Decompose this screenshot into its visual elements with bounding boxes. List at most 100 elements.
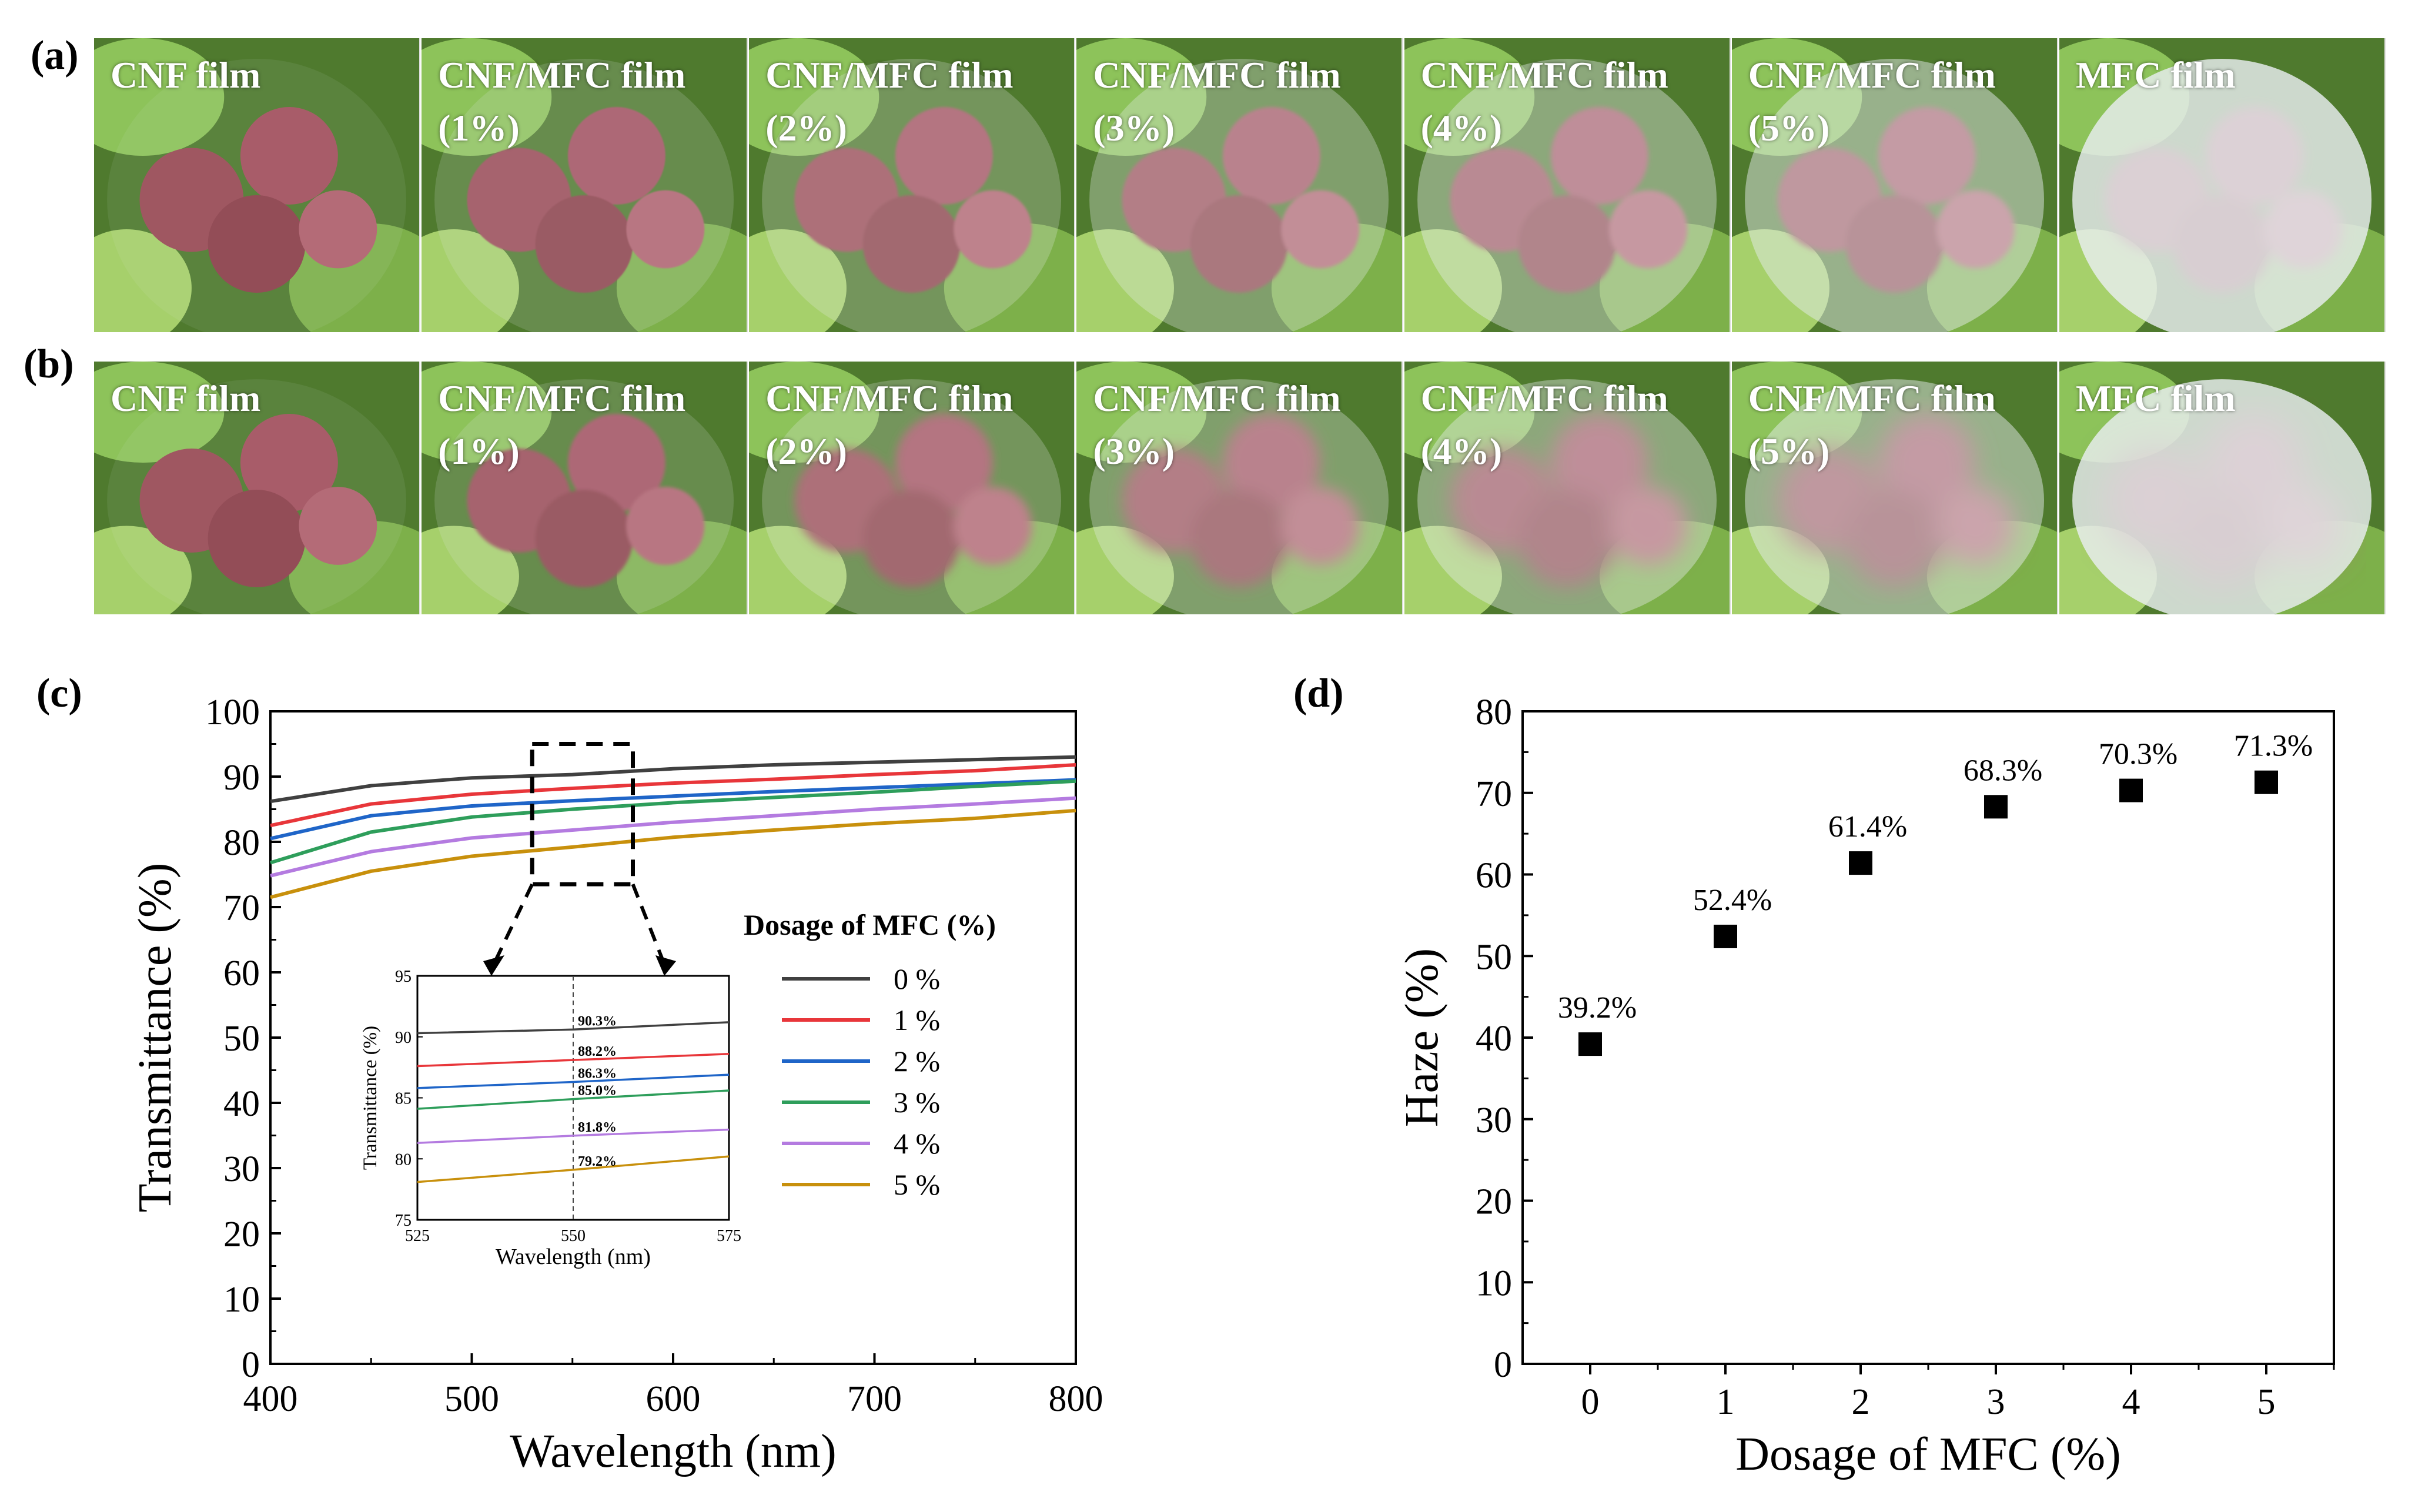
zoom-arrow-head-left xyxy=(483,955,504,976)
inset-y-axis-label: Transmittance (%) xyxy=(360,1026,381,1170)
photo-caption: CNF/MFC film (2%) xyxy=(765,49,1013,155)
photo-caption-subtitle: (4%) xyxy=(1420,107,1503,149)
photo-caption: CNF/MFC film (5%) xyxy=(1748,49,1996,155)
y-tick-label: 20 xyxy=(223,1215,260,1255)
photo-caption-title: CNF/MFC film xyxy=(1420,54,1668,96)
y-tick-label: 10 xyxy=(1476,1263,1512,1303)
inset-series-line-4 xyxy=(417,1128,730,1145)
film-photo-image xyxy=(2059,362,2384,614)
film-photo-image xyxy=(94,362,420,614)
photo-caption: CNF/MFC film (4%) xyxy=(1421,49,1668,155)
y-tick-label: 30 xyxy=(1476,1100,1512,1140)
y-axis-label: Transmittance (%) xyxy=(129,863,181,1213)
photo-caption: CNF/MFC film (1%) xyxy=(438,372,685,478)
photo-caption-subtitle: (5%) xyxy=(1748,107,1830,149)
photo-caption-title: CNF film xyxy=(111,377,261,419)
inset-y-tick-label: 80 xyxy=(395,1150,412,1169)
y-tick-label: 90 xyxy=(223,758,260,798)
photo-caption-title: MFC film xyxy=(2075,54,2236,96)
y-tick-label: 80 xyxy=(1476,693,1512,732)
data-label-4: 70.3% xyxy=(2099,738,2177,771)
inset-x-tick-label: 575 xyxy=(717,1227,741,1245)
zoom-arrow-head-right xyxy=(655,955,676,976)
data-point-2 xyxy=(1849,851,1872,875)
photo-caption: CNF/MFC film (1%) xyxy=(438,49,685,155)
photo-caption-title: CNF/MFC film xyxy=(438,54,686,96)
photo-caption-subtitle: (2%) xyxy=(765,107,847,149)
photo-caption-title: CNF/MFC film xyxy=(1093,377,1341,419)
data-label-5: 71.3% xyxy=(2234,730,2313,763)
data-point-0 xyxy=(1578,1032,1602,1056)
zoom-pointer-left xyxy=(492,883,534,965)
photo-caption: CNF/MFC film (5%) xyxy=(1748,372,1996,478)
photo-caption-subtitle: (4%) xyxy=(1420,430,1503,472)
legend-label-3: 3 % xyxy=(894,1086,940,1119)
legend-label-0: 0 % xyxy=(894,962,940,995)
photo-caption-title: CNF/MFC film xyxy=(438,377,686,419)
y-tick-label: 100 xyxy=(205,693,260,732)
photo-caption-subtitle: (2%) xyxy=(765,430,847,472)
film-photo-image xyxy=(94,38,420,332)
data-label-3: 68.3% xyxy=(1964,754,2042,787)
panel-label-d: (d) xyxy=(1293,671,1344,716)
film-photo-image xyxy=(422,362,747,614)
photos_row_a-photo-2: CNF/MFC film (2%) xyxy=(749,38,1076,332)
photos_row_b-photo-4: CNF/MFC film (4%) xyxy=(1404,362,1731,614)
y-tick-label: 50 xyxy=(1476,937,1512,977)
inset-y-tick-label: 85 xyxy=(395,1090,412,1108)
inset-x-axis-label: Wavelength (nm) xyxy=(496,1245,651,1269)
photos_row_a-photo-3: CNF/MFC film (3%) xyxy=(1076,38,1403,332)
y-tick-label: 40 xyxy=(223,1084,260,1124)
film-photo-image xyxy=(749,38,1075,332)
series-line-1 xyxy=(270,763,1076,828)
y-tick-label: 20 xyxy=(1476,1182,1512,1222)
film-photo-image xyxy=(422,38,747,332)
inset-series-line-2 xyxy=(417,1073,730,1089)
transmittance-chart: 0 10 20 30 40 50 60 70 80 90 100 400 500 600 700 800 Wav… xyxy=(129,693,1103,1477)
zoom-pointer-right xyxy=(631,884,666,965)
film-photo-image xyxy=(2059,38,2384,332)
film-photo-image xyxy=(1731,362,2057,614)
data-point-1 xyxy=(1714,924,1737,948)
photo-caption: CNF/MFC film (3%) xyxy=(1093,49,1340,155)
legend-label-2: 2 % xyxy=(894,1045,940,1078)
photo-caption-title: MFC film xyxy=(2075,377,2236,419)
film-photo-image xyxy=(1076,38,1402,332)
y-tick-label: 10 xyxy=(223,1280,260,1320)
x-tick-label: 700 xyxy=(847,1379,902,1419)
data-point-5 xyxy=(2255,770,2278,794)
photos_row_a-photo-4: CNF/MFC film (4%) xyxy=(1404,38,1731,332)
data-point-4 xyxy=(2119,778,2143,802)
series-line-0 xyxy=(270,755,1076,804)
y-tick-label: 50 xyxy=(223,1019,260,1059)
photo-caption-title: CNF/MFC film xyxy=(1093,54,1341,96)
film-photo-image xyxy=(1404,362,1730,614)
photo-caption: CNF/MFC film (4%) xyxy=(1421,372,1668,478)
inset-series-line-5 xyxy=(417,1155,730,1183)
film-photo-image xyxy=(1731,38,2057,332)
photo-caption: CNF film xyxy=(111,372,260,425)
zoom-box xyxy=(530,742,635,887)
film-photo-image xyxy=(1404,38,1730,332)
inset-value-label-5: 79.2% xyxy=(578,1154,617,1169)
inset-y-tick-label: 75 xyxy=(395,1212,412,1230)
y-tick-label: 70 xyxy=(223,888,260,928)
legend-title: Dosage of MFC (%) xyxy=(744,908,996,941)
photos_row_b-photo-5: CNF/MFC film (5%) xyxy=(1731,362,2058,614)
legend-label-4: 4 % xyxy=(894,1127,940,1160)
x-tick-label: 800 xyxy=(1049,1379,1103,1419)
inset-series-line-3 xyxy=(417,1089,730,1110)
y-tick-label: 0 xyxy=(1494,1345,1512,1385)
photo-caption: MFC film xyxy=(2076,372,2236,425)
photos_row_a-photo-5: CNF/MFC film (5%) xyxy=(1731,38,2058,332)
photos_row_b-photo-2: CNF/MFC film (2%) xyxy=(749,362,1076,614)
y-tick-label: 60 xyxy=(223,954,260,993)
y-tick-label: 60 xyxy=(1476,856,1512,896)
inset-y-tick-label: 95 xyxy=(395,968,412,986)
film-photo-image xyxy=(749,362,1075,614)
haze-chart: 0 10 20 30 40 50 60 70 80 0 1 2 3 4 5 Dosage of MFC (%)… xyxy=(1396,693,2335,1480)
panel-label-b: (b) xyxy=(24,342,74,387)
x-tick-label: 600 xyxy=(646,1379,701,1419)
data-label-0: 39.2% xyxy=(1558,991,1637,1025)
x-axis-label: Dosage of MFC (%) xyxy=(1735,1429,2120,1480)
